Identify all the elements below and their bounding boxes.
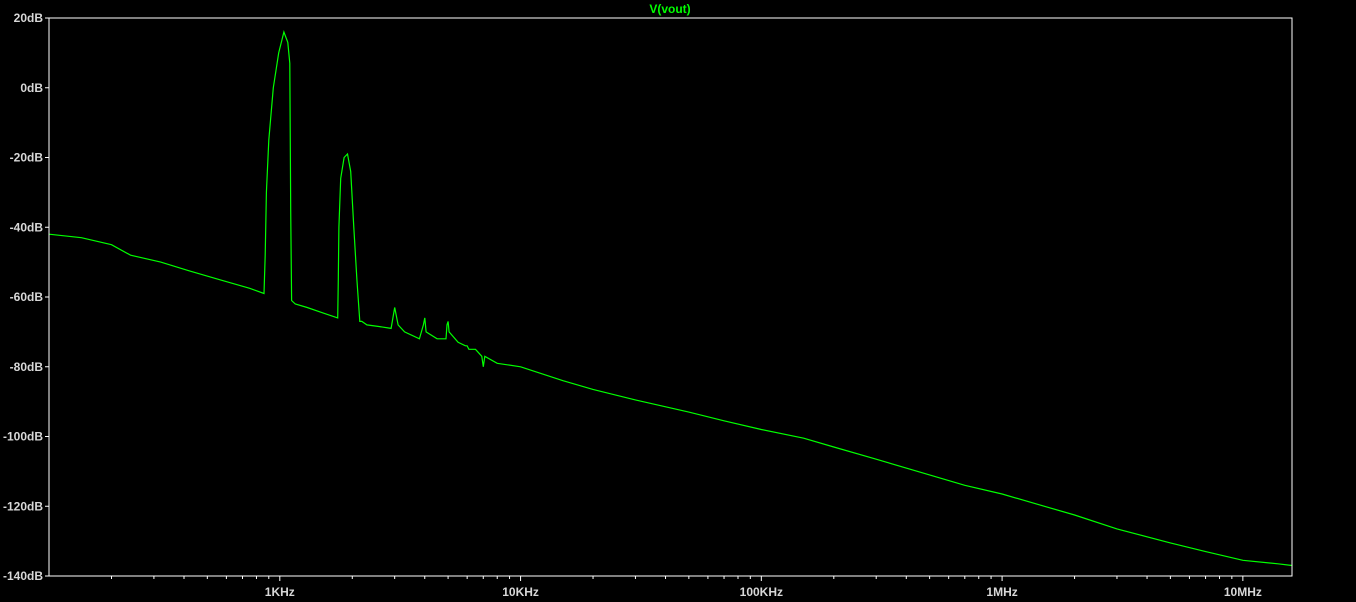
chart-title: V(vout): [649, 2, 690, 16]
y-tick-label: -100dB: [3, 430, 43, 444]
y-tick-label: -40dB: [10, 220, 44, 234]
y-tick-label: -140dB: [3, 569, 43, 583]
series-line-vout: [48, 29, 1293, 567]
x-tick-label: 10KHz: [502, 585, 539, 599]
y-tick-label: -20dB: [10, 151, 44, 165]
y-axis: 20dB 0dB -20dB -40dB -60dB -80dB -100dB -120dB -…: [3, 11, 49, 583]
x-tick-label: 10MHz: [1224, 585, 1262, 599]
x-tick-label: 100KHz: [740, 585, 783, 599]
x-axis: 1KHz 10KHz 100KHz 1MHz 10MHz: [111, 576, 1262, 599]
y-tick-label: -80dB: [10, 360, 44, 374]
plot-frame: [48, 17, 1293, 577]
y-tick-label: -120dB: [3, 499, 43, 513]
y-tick-label: 0dB: [20, 81, 43, 95]
y-tick-label: -60dB: [10, 290, 44, 304]
y-tick-label: 20dB: [14, 11, 44, 25]
x-tick-label: 1KHz: [265, 585, 295, 599]
x-tick-label: 1MHz: [986, 585, 1017, 599]
